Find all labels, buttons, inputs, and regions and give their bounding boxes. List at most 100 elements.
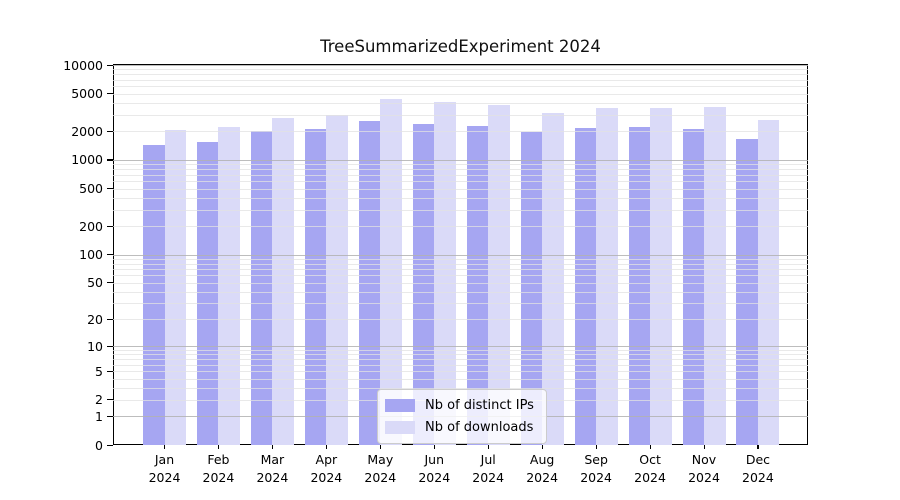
y-tick-mark: [107, 415, 113, 418]
y-tick-label: 5000: [71, 86, 103, 102]
x-tick-label: Aug 2024: [526, 452, 559, 485]
x-tick-label: Jul 2024: [472, 452, 505, 485]
gridline: [113, 197, 808, 199]
bar-distinct-ips: [682, 129, 704, 445]
x-tick-mark: [325, 445, 328, 449]
y-tick-mark: [107, 444, 113, 446]
legend-label-downloads: Nb of downloads: [425, 420, 534, 435]
gridline: [113, 346, 808, 348]
y-tick-label: 200: [79, 218, 103, 234]
gridline: [113, 258, 808, 260]
gridline: [113, 169, 808, 171]
gridline: [113, 69, 808, 71]
bar-downloads: [164, 130, 186, 445]
x-tick-mark: [217, 445, 220, 449]
gridline: [113, 378, 808, 380]
legend: Nb of distinct IPs Nb of downloads: [377, 389, 547, 444]
gridline: [113, 79, 808, 81]
legend-swatch-downloads: [385, 421, 415, 434]
y-tick-mark: [107, 130, 113, 133]
bar-distinct-ips: [304, 129, 327, 445]
gridline: [113, 226, 808, 228]
gridline: [113, 263, 808, 265]
gridline: [113, 102, 808, 104]
x-tick-label: Mar 2024: [256, 452, 289, 485]
bar-downloads: [757, 119, 780, 445]
gridline: [113, 74, 808, 76]
gridline: [113, 181, 808, 182]
x-tick-label: Jun 2024: [418, 452, 451, 485]
legend-entry-downloads: Nb of downloads: [385, 420, 536, 435]
chart-title: TreeSummarizedExperiment 2024: [320, 37, 601, 56]
x-tick-mark: [433, 445, 435, 449]
gridline: [113, 188, 808, 190]
y-tick-label: 100: [79, 247, 103, 263]
y-tick-mark: [107, 93, 113, 95]
gridline: [113, 131, 808, 133]
x-tick-label: Oct 2024: [634, 452, 666, 485]
y-tick-mark: [107, 159, 113, 161]
bar-downloads: [542, 112, 564, 445]
x-tick-label: May 2024: [364, 452, 397, 485]
bar-downloads: [434, 101, 456, 445]
x-tick-label: Nov 2024: [688, 452, 720, 485]
gridline: [113, 319, 808, 321]
legend-entry-distinct-ips: Nb of distinct IPs: [385, 398, 536, 413]
gridline: [113, 93, 808, 95]
x-tick-label: Sep 2024: [580, 452, 612, 485]
y-tick-mark: [107, 64, 113, 66]
bar-downloads: [596, 108, 618, 445]
gridline: [113, 65, 808, 66]
legend-swatch-distinct-ips: [385, 399, 415, 412]
gridline: [113, 364, 808, 366]
x-tick-mark: [271, 445, 274, 449]
y-tick-mark: [107, 318, 113, 321]
y-tick-label: 1: [95, 408, 103, 424]
gridline: [113, 291, 808, 293]
y-tick-label: 1000: [71, 152, 103, 168]
x-tick-label: Jan 2024: [148, 452, 181, 485]
x-tick-mark: [649, 445, 651, 449]
gridline: [113, 359, 808, 361]
y-tick-label: 10000: [63, 57, 103, 73]
gridline: [113, 254, 808, 256]
bar-downloads: [272, 117, 294, 445]
y-tick-mark: [107, 370, 113, 372]
gridline: [113, 86, 808, 88]
gridline: [113, 269, 808, 271]
gridline: [113, 174, 808, 176]
x-tick-mark: [757, 445, 759, 449]
y-tick-mark: [107, 225, 113, 227]
y-tick-label: 2000: [71, 123, 103, 139]
bar-distinct-ips: [196, 141, 219, 445]
x-tick-mark: [541, 445, 543, 449]
gridline: [113, 114, 808, 116]
gridline: [113, 303, 808, 305]
bar-distinct-ips: [143, 144, 165, 445]
y-tick-label: 5: [95, 363, 103, 379]
legend-label-distinct-ips: Nb of distinct IPs: [425, 398, 534, 413]
bar-distinct-ips: [574, 128, 597, 445]
x-tick-label: Dec 2024: [742, 452, 774, 485]
x-tick-mark: [595, 445, 597, 449]
x-tick-mark: [164, 445, 166, 449]
x-tick-mark: [379, 445, 381, 449]
bar-distinct-ips: [358, 120, 381, 445]
y-tick-mark: [107, 282, 113, 284]
gridline: [113, 164, 808, 166]
gridline: [113, 159, 808, 161]
y-tick-label: 50: [87, 275, 103, 291]
gridline: [113, 282, 808, 284]
bar-downloads: [380, 99, 402, 445]
gridline: [113, 275, 808, 277]
bar-distinct-ips: [250, 131, 273, 445]
gridline: [113, 371, 808, 373]
gridline: [113, 354, 808, 356]
x-tick-mark: [703, 445, 705, 449]
y-tick-mark: [107, 399, 113, 401]
y-tick-mark: [107, 345, 113, 347]
gridline: [113, 350, 808, 351]
y-tick-label: 20: [87, 311, 103, 327]
y-tick-mark: [107, 188, 113, 190]
x-tick-mark: [487, 445, 489, 449]
